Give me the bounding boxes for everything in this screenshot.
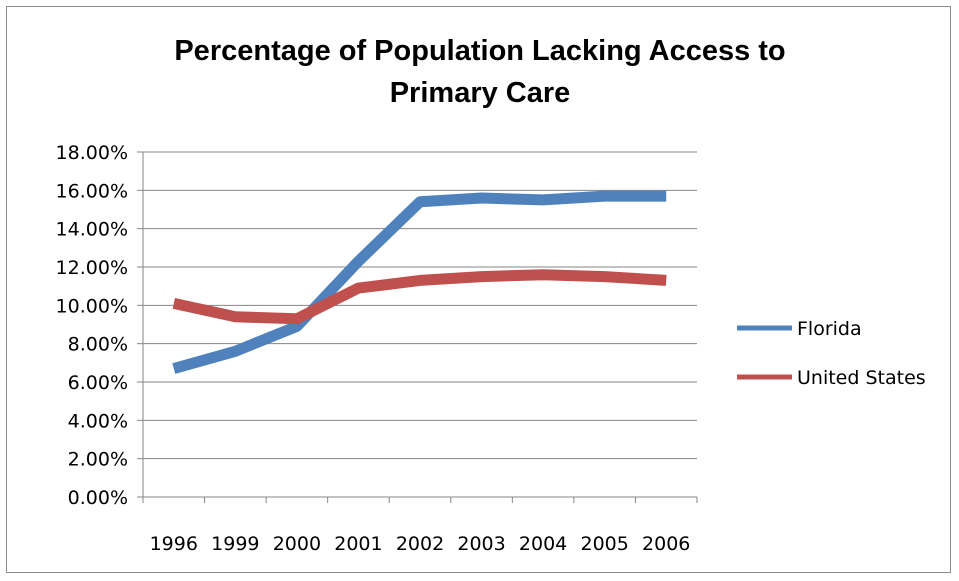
y-tick-label: 10.00%	[56, 295, 128, 317]
y-tick-label: 4.00%	[68, 410, 128, 432]
x-tick-label: 1996	[150, 533, 198, 555]
chart-frame	[6, 6, 951, 573]
x-tick-label: 2001	[334, 533, 382, 555]
y-tick-label: 14.00%	[56, 219, 128, 241]
y-tick-label: 12.00%	[56, 257, 128, 279]
y-tick-label: 2.00%	[68, 449, 128, 471]
series-line-florida	[172, 190, 667, 374]
y-axis-ticks: 0.00% 2.00% 4.00% 6.00% 8.00% 10.00% 12.00% 14.…	[56, 142, 128, 509]
y-tick-label: 0.00%	[68, 487, 128, 509]
x-tick-label: 2000	[273, 533, 321, 555]
y-tick-label: 18.00%	[56, 142, 128, 164]
x-tick-label: 1999	[211, 533, 259, 555]
series-line-united-states	[172, 269, 667, 325]
x-tick-label: 2005	[580, 533, 628, 555]
legend-label: United States	[797, 367, 926, 389]
chart-title: Percentage of Population Lacking Access …	[174, 35, 786, 109]
gridlines	[143, 151, 697, 460]
legend-label: Florida	[797, 318, 862, 340]
x-tick-label: 2003	[457, 533, 505, 555]
y-tick-label: 16.00%	[56, 180, 128, 202]
x-tick-label: 2004	[519, 533, 567, 555]
y-tick-label: 6.00%	[68, 372, 128, 394]
series-lines	[172, 190, 667, 374]
axes	[137, 151, 698, 503]
y-tick-label: 8.00%	[68, 334, 128, 356]
legend: Florida United States	[737, 318, 926, 389]
x-axis-ticks: 1996 1999 2000 2001 2002 2003 2004 2005 2006	[150, 533, 691, 555]
x-tick-label: 2002	[396, 533, 444, 555]
x-tick-label: 2006	[642, 533, 690, 555]
